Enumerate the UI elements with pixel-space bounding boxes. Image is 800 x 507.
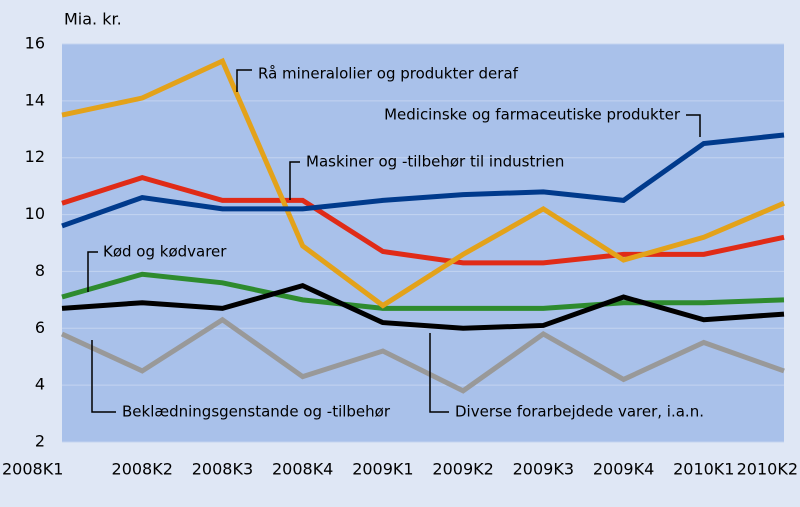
leader-line bbox=[91, 340, 116, 413]
leader-line bbox=[289, 161, 300, 200]
series-line bbox=[61, 57, 785, 309]
series-label: Kød og kødvarer bbox=[103, 243, 227, 261]
x-tick-label: 2008K1 bbox=[2, 460, 63, 479]
series-line bbox=[61, 132, 785, 229]
y-tick-label: 8 bbox=[35, 261, 45, 280]
series-label: Medicinske og farmaceutiske produkter bbox=[384, 106, 681, 124]
leader-line bbox=[686, 114, 701, 137]
plot-area bbox=[62, 44, 784, 442]
series-label: Diverse forarbejdede varer, i.a.n. bbox=[455, 403, 704, 421]
x-tick-label: 2009K3 bbox=[513, 460, 574, 479]
x-tick-label: 2010K2 bbox=[737, 460, 798, 479]
series-label: Beklædningsgenstande og -tilbehør bbox=[122, 403, 391, 421]
series-label: Maskiner og -tilbehør til industrien bbox=[306, 153, 564, 171]
series-line bbox=[60, 316, 785, 394]
series-line bbox=[61, 271, 785, 311]
y-tick-label: 10 bbox=[25, 204, 45, 223]
leader-line bbox=[87, 251, 98, 292]
y-tick-label: 6 bbox=[35, 318, 45, 337]
x-tick-label: 2010K1 bbox=[673, 460, 734, 479]
series-label: Rå mineralolier og produkter deraf bbox=[258, 65, 519, 83]
x-tick-label: 2009K1 bbox=[352, 460, 413, 479]
y-tick-label: 12 bbox=[25, 147, 45, 166]
y-tick-label: 4 bbox=[35, 375, 45, 394]
y-axis-label: Mia. kr. bbox=[64, 10, 122, 29]
leader-line bbox=[429, 333, 449, 413]
x-tick-label: 2008K2 bbox=[112, 460, 173, 479]
y-tick-label: 16 bbox=[25, 34, 45, 53]
x-tick-label: 2009K2 bbox=[432, 460, 493, 479]
x-tick-label: 2009K4 bbox=[593, 460, 654, 479]
leader-line bbox=[236, 69, 252, 92]
x-tick-label: 2008K4 bbox=[272, 460, 333, 479]
y-tick-label: 14 bbox=[25, 90, 45, 109]
y-tick-label: 2 bbox=[35, 432, 45, 451]
x-tick-label: 2008K3 bbox=[192, 460, 253, 479]
series-line bbox=[61, 282, 785, 331]
series-line bbox=[61, 175, 785, 266]
